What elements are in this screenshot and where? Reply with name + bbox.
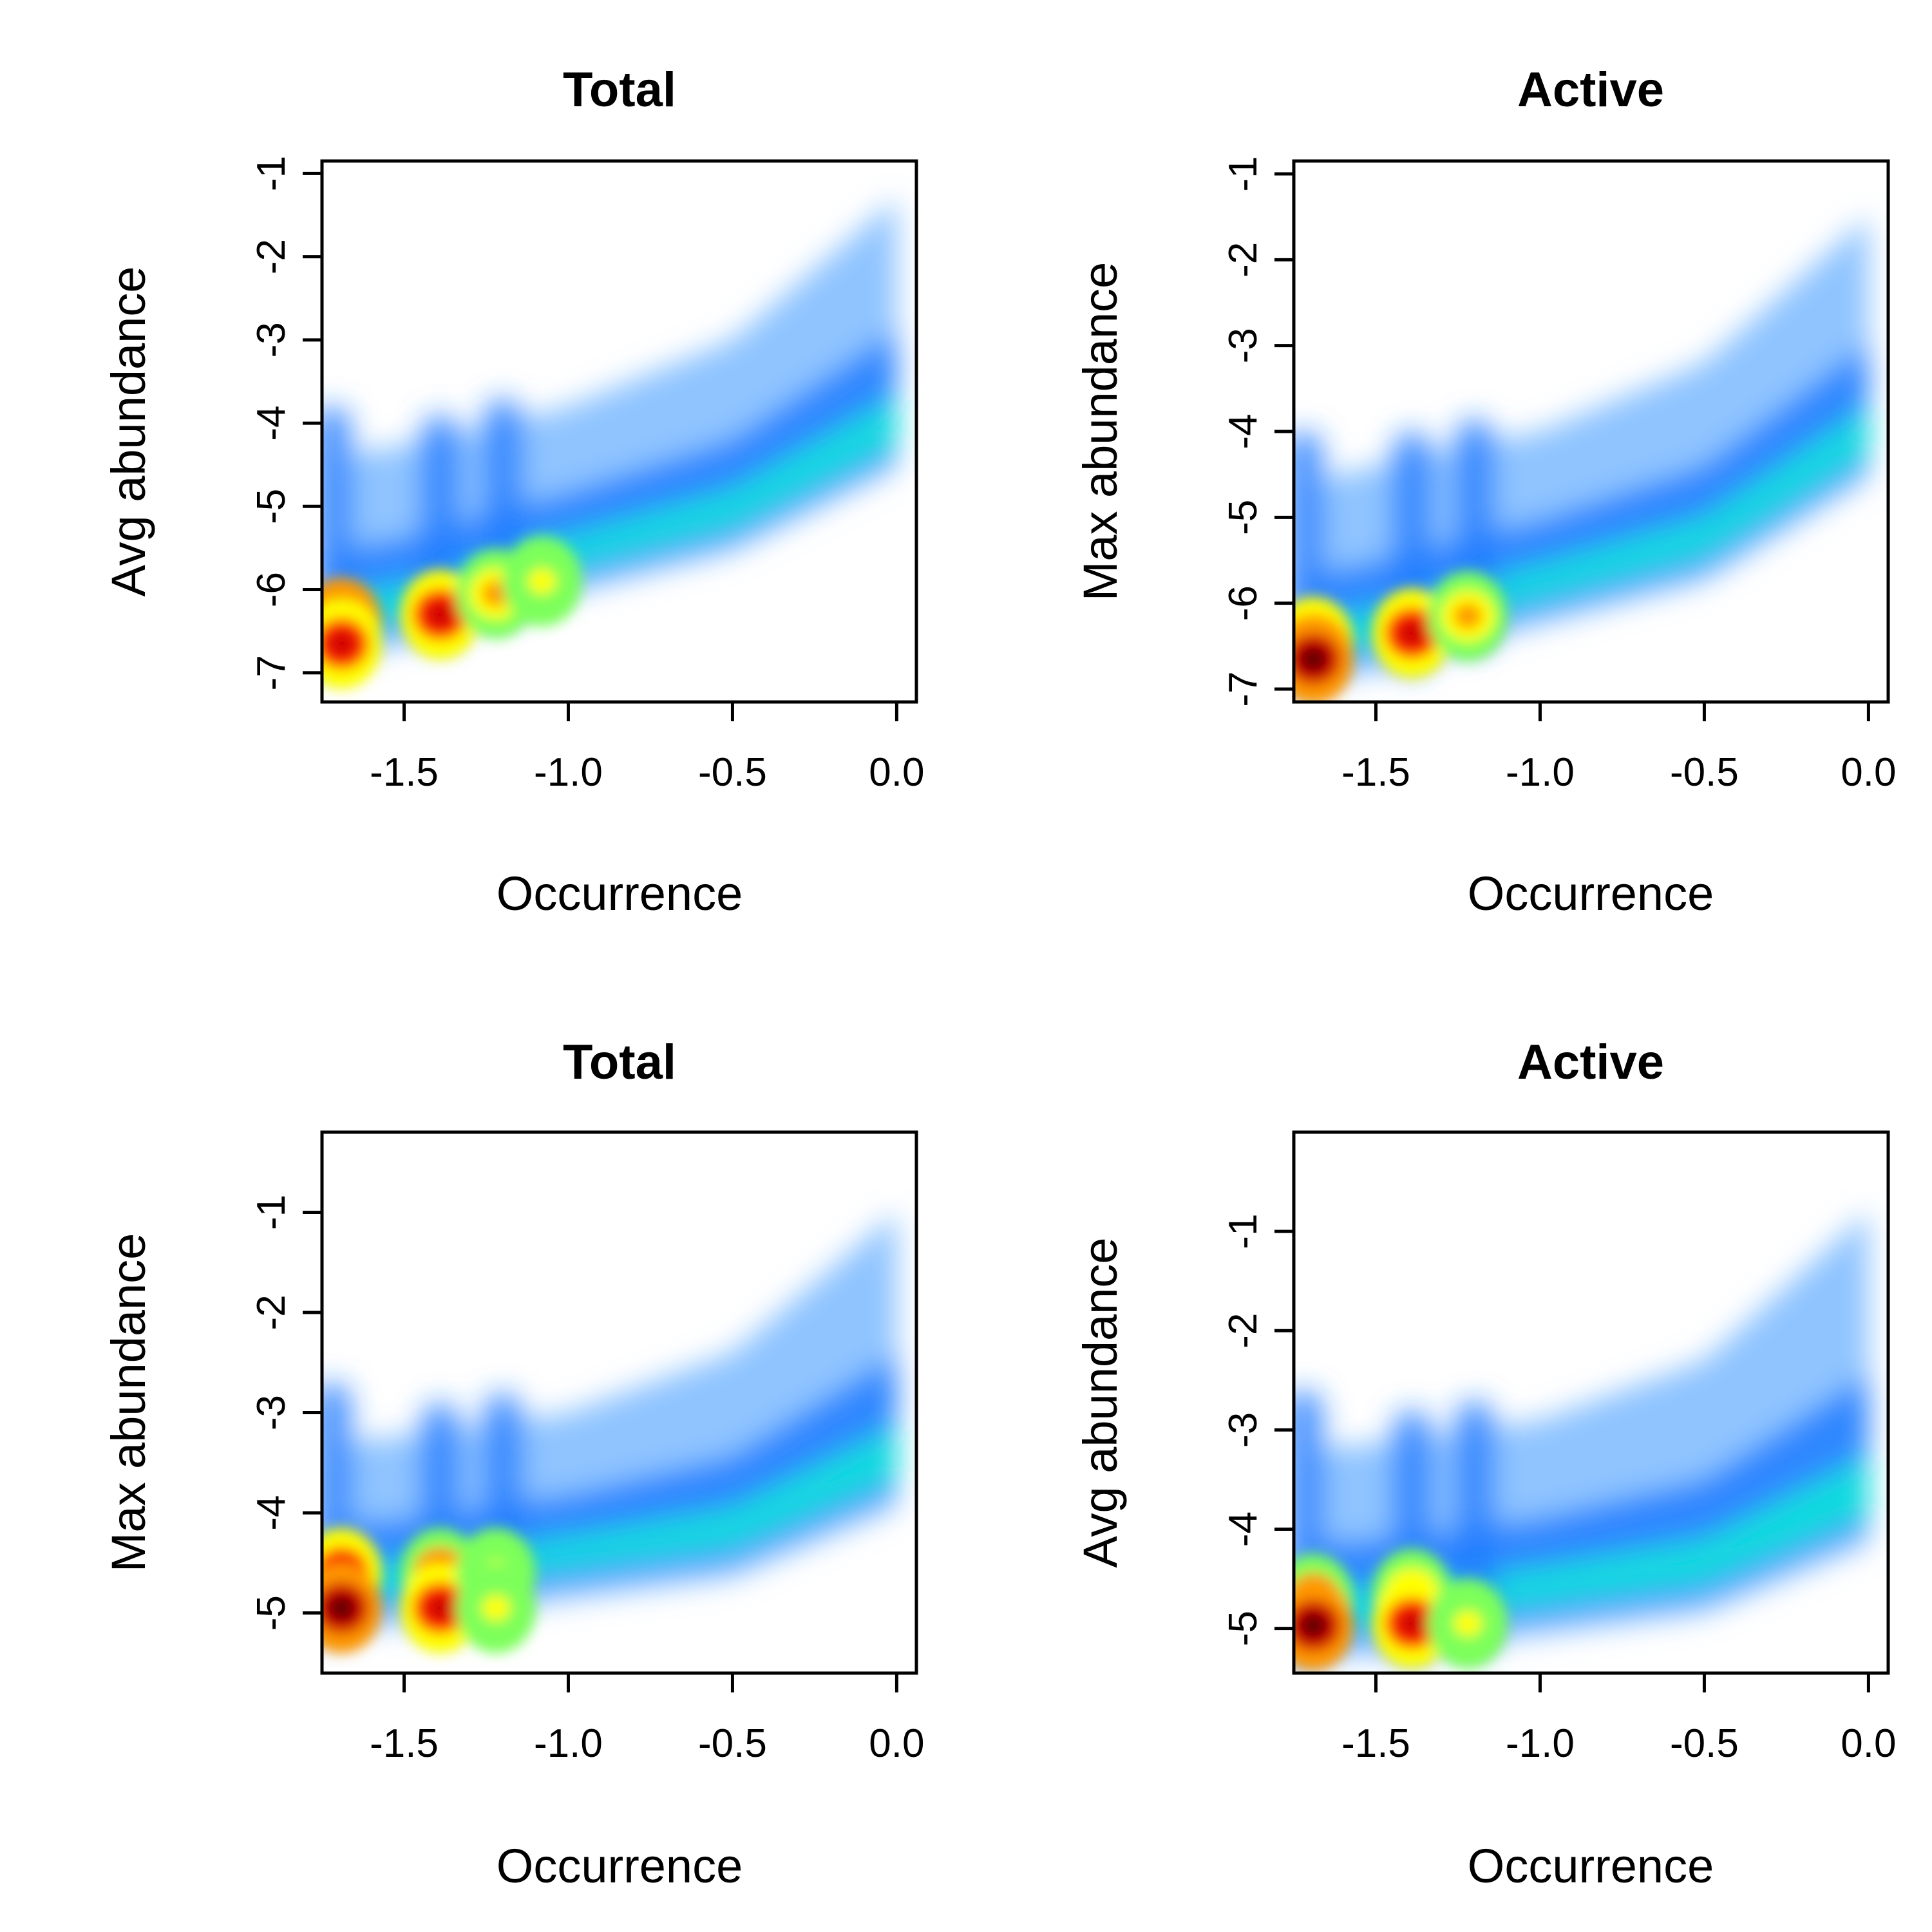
y-tick-label: -4 xyxy=(249,1495,294,1531)
x-tick-label: -1.5 xyxy=(1341,750,1410,795)
density-hotspot-core xyxy=(1454,603,1482,629)
x-tick-label: -0.5 xyxy=(698,1721,767,1766)
x-tick-label: -1.5 xyxy=(1341,1721,1410,1766)
x-tick-label: -0.5 xyxy=(698,750,767,795)
panel-title: Total xyxy=(563,62,676,117)
x-tick-label: -1.0 xyxy=(534,1721,603,1766)
y-tick-label: -4 xyxy=(249,406,294,441)
density-hotspot-core xyxy=(1299,1613,1328,1639)
density-hotspot-core xyxy=(327,630,356,657)
x-tick-label: -0.5 xyxy=(1670,750,1739,795)
x-axis: -1.5 -1.0 -0.5 0.0 xyxy=(1341,1671,1897,1766)
panel-total-max: Total -1.5 -1.0 -0.5 0.0 -5 -4 -3 -2 -1 Occurre… xyxy=(102,1035,925,1893)
y-tick-label: -5 xyxy=(1221,500,1265,535)
y-axis: -5 -4 -3 -2 -1 xyxy=(1221,1214,1296,1646)
y-tick-label: -5 xyxy=(1221,1611,1265,1646)
y-tick-label: -4 xyxy=(1221,413,1265,449)
density-hotspot-core xyxy=(327,1595,356,1621)
density-plot-area xyxy=(1294,216,1869,702)
y-axis-label: Max abundance xyxy=(1074,262,1127,601)
density-hotspot-core xyxy=(527,568,556,594)
y-tick-label: -3 xyxy=(1221,1412,1265,1448)
y-tick-label: -3 xyxy=(249,1395,294,1430)
y-axis-label: Max abundance xyxy=(102,1233,155,1573)
x-tick-label: -1.5 xyxy=(370,1721,439,1766)
x-tick-label: 0.0 xyxy=(869,750,924,795)
y-axis: -5 -4 -3 -2 -1 xyxy=(249,1195,324,1631)
x-axis-label: Occurrence xyxy=(1468,1839,1714,1893)
y-tick-label: -1 xyxy=(249,156,294,191)
x-tick-label: -1.0 xyxy=(534,750,603,795)
panel-title: Total xyxy=(563,1035,676,1090)
density-hotspot-core xyxy=(426,601,455,628)
x-axis: -1.5 -1.0 -0.5 0.0 xyxy=(370,700,925,795)
y-tick-label: -6 xyxy=(1221,585,1265,621)
density-hotspot-core xyxy=(1397,620,1426,647)
x-axis-label: Occurrence xyxy=(497,867,743,920)
density-plot-area xyxy=(1294,1211,1869,1671)
x-tick-label: -0.5 xyxy=(1670,1721,1739,1766)
x-tick-label: -1.5 xyxy=(370,750,439,795)
density-hotspot-core xyxy=(426,1595,455,1621)
y-tick-label: -1 xyxy=(1221,156,1265,191)
panel-active-avg: Active -1.5 -1.0 -0.5 0.0 -5 -4 -3 -2 -1 Occurr… xyxy=(1074,1035,1897,1893)
y-tick-label: -3 xyxy=(1221,328,1265,363)
y-tick-label: -2 xyxy=(1221,1313,1265,1349)
y-tick-label: -2 xyxy=(1221,242,1265,278)
x-tick-label: 0.0 xyxy=(1841,750,1896,795)
x-tick-label: 0.0 xyxy=(1841,1721,1896,1766)
y-axis: -7 -6 -5 -4 -3 -2 -1 xyxy=(1221,156,1296,707)
y-axis-label: Avg abundance xyxy=(102,267,155,597)
y-tick-label: -2 xyxy=(249,239,294,274)
y-tick-label: -7 xyxy=(249,655,294,690)
panel-total-avg: Total -1.5 -1.0 -0.5 0.0 -7 -6 -5 -4 -3 -2 -1 Occ… xyxy=(102,62,925,920)
x-tick-label: -1.0 xyxy=(1506,750,1575,795)
y-axis-label: Avg abundance xyxy=(1074,1238,1127,1568)
density-plot-area xyxy=(322,1212,897,1653)
x-tick-label: 0.0 xyxy=(869,1721,924,1766)
y-tick-label: -4 xyxy=(1221,1511,1265,1547)
x-axis-label: Occurrence xyxy=(497,1839,743,1893)
panel-active-max: Active -1.5 -1.0 -0.5 0.0 -7 -6 -5 -4 -3 -2 -1 Oc… xyxy=(1074,62,1897,920)
density-hotspot-core xyxy=(1397,1610,1426,1636)
panel-title: Active xyxy=(1517,62,1664,117)
panel-title: Active xyxy=(1517,1035,1664,1090)
x-axis: -1.5 -1.0 -0.5 0.0 xyxy=(370,1671,925,1766)
density-hotspot-core xyxy=(1299,646,1328,672)
density-plot-area xyxy=(322,198,897,689)
x-axis-label: Occurrence xyxy=(1468,867,1714,920)
y-tick-label: -3 xyxy=(249,322,294,357)
y-tick-label: -7 xyxy=(1221,671,1265,706)
x-axis: -1.5 -1.0 -0.5 0.0 xyxy=(1341,700,1897,795)
x-tick-label: -1.0 xyxy=(1506,1721,1575,1766)
y-axis: -7 -6 -5 -4 -3 -2 -1 xyxy=(249,156,324,690)
y-tick-label: -1 xyxy=(249,1195,294,1230)
y-tick-label: -1 xyxy=(1221,1214,1265,1249)
y-tick-label: -5 xyxy=(249,1595,294,1631)
density-hotspot-core xyxy=(1454,1610,1482,1636)
y-tick-label: -2 xyxy=(249,1294,294,1330)
y-tick-label: -5 xyxy=(249,489,294,524)
density-hotspot-core xyxy=(482,1595,511,1621)
y-tick-label: -6 xyxy=(249,572,294,607)
